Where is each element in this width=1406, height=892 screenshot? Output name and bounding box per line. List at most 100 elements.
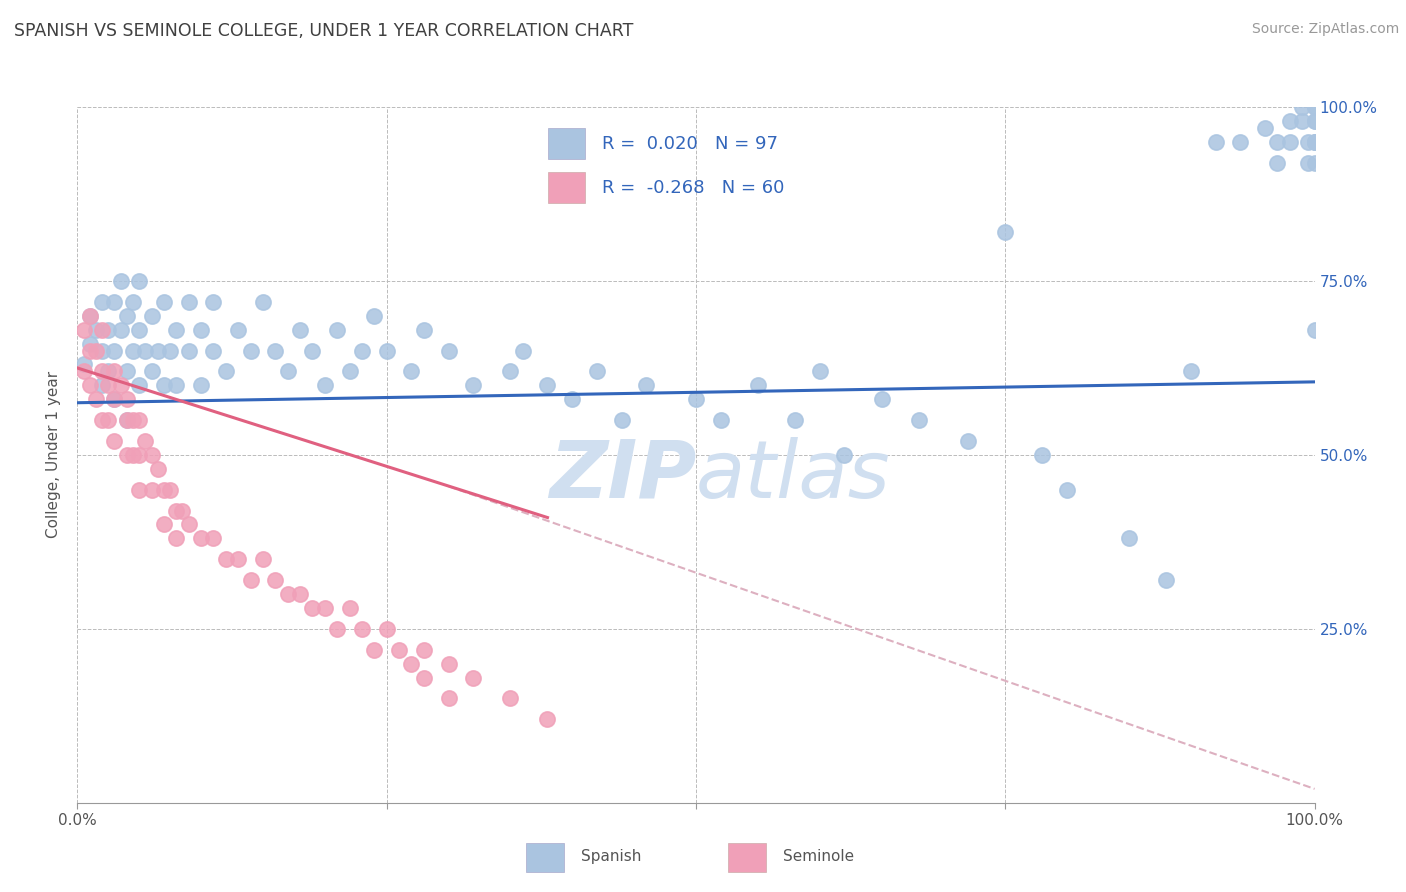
Point <box>1118 532 1140 546</box>
Point <box>685 392 707 407</box>
Point <box>165 323 187 337</box>
Point <box>463 671 485 685</box>
Point <box>499 364 522 378</box>
Point <box>122 448 145 462</box>
Point <box>1303 114 1326 128</box>
Point <box>215 364 238 378</box>
Point <box>215 552 238 566</box>
Point <box>146 343 169 358</box>
Point <box>115 413 138 427</box>
Point <box>252 294 274 309</box>
Point <box>134 434 156 448</box>
FancyBboxPatch shape <box>728 843 766 872</box>
Text: SPANISH VS SEMINOLE COLLEGE, UNDER 1 YEAR CORRELATION CHART: SPANISH VS SEMINOLE COLLEGE, UNDER 1 YEA… <box>14 22 634 40</box>
Point <box>870 392 893 407</box>
Point <box>239 573 262 587</box>
Point <box>1303 114 1326 128</box>
Point <box>350 343 373 358</box>
Point <box>122 294 145 309</box>
Point <box>288 323 311 337</box>
Point <box>97 364 120 378</box>
Point <box>177 517 200 532</box>
Point <box>141 448 163 462</box>
Point <box>610 413 633 427</box>
Point <box>91 343 114 358</box>
Point <box>202 294 225 309</box>
Point <box>808 364 831 378</box>
Point <box>783 413 806 427</box>
Point <box>79 309 101 323</box>
Point <box>412 671 434 685</box>
Point <box>301 343 323 358</box>
Point <box>177 343 200 358</box>
Point <box>326 622 349 636</box>
Point <box>437 657 460 671</box>
Point <box>84 323 107 337</box>
Point <box>437 691 460 706</box>
Point <box>128 483 150 497</box>
Point <box>122 413 145 427</box>
Point <box>512 343 534 358</box>
Point <box>202 343 225 358</box>
Point <box>1267 135 1289 149</box>
Point <box>1267 155 1289 169</box>
Point <box>103 434 125 448</box>
Point <box>339 601 361 615</box>
Point <box>710 413 733 427</box>
Point <box>141 483 163 497</box>
Point <box>115 364 138 378</box>
Point <box>1303 100 1326 114</box>
Point <box>79 309 101 323</box>
Point <box>1298 155 1320 169</box>
Point <box>115 309 138 323</box>
Point <box>79 343 101 358</box>
Point <box>747 378 769 392</box>
Point <box>363 642 385 657</box>
Point <box>636 378 658 392</box>
Point <box>1031 448 1053 462</box>
Point <box>159 483 181 497</box>
Point <box>91 364 114 378</box>
Point <box>79 336 101 351</box>
Point <box>72 364 94 378</box>
Point <box>115 392 138 407</box>
Point <box>128 413 150 427</box>
Text: R =  0.020   N = 97: R = 0.020 N = 97 <box>602 135 778 153</box>
Y-axis label: College, Under 1 year: College, Under 1 year <box>46 371 62 539</box>
Point <box>91 413 114 427</box>
Point <box>463 378 485 392</box>
Point <box>79 378 101 392</box>
Point <box>1154 573 1177 587</box>
Point <box>536 378 558 392</box>
Point <box>277 364 299 378</box>
Point <box>1278 135 1301 149</box>
Point <box>141 309 163 323</box>
Point <box>401 657 423 671</box>
Point <box>401 364 423 378</box>
Point <box>110 378 132 392</box>
Point <box>115 448 138 462</box>
Point <box>375 343 398 358</box>
Point <box>159 343 181 358</box>
Point <box>1303 100 1326 114</box>
Point <box>110 274 132 288</box>
Point <box>103 364 125 378</box>
Point <box>190 378 212 392</box>
Point <box>226 323 249 337</box>
Point <box>177 294 200 309</box>
Point <box>586 364 609 378</box>
Point <box>1180 364 1202 378</box>
Point <box>536 712 558 726</box>
Point <box>110 323 132 337</box>
Point <box>165 378 187 392</box>
Point <box>91 294 114 309</box>
Point <box>561 392 583 407</box>
Point <box>264 573 287 587</box>
Point <box>153 378 176 392</box>
Point <box>128 323 150 337</box>
Point <box>1254 120 1277 135</box>
FancyBboxPatch shape <box>548 172 585 203</box>
Point <box>226 552 249 566</box>
Point <box>172 503 194 517</box>
Point <box>115 413 138 427</box>
